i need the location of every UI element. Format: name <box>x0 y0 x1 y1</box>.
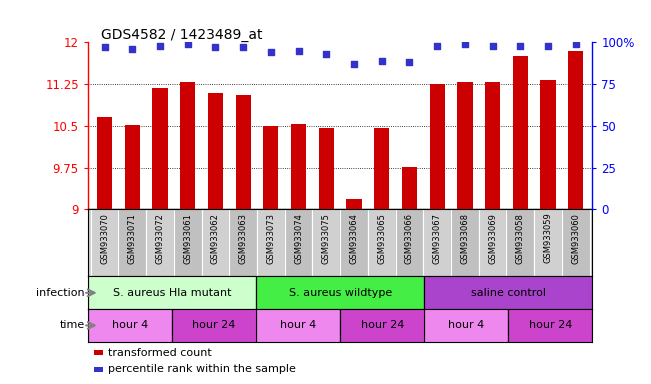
Text: hour 24: hour 24 <box>529 320 572 331</box>
Bar <box>172 309 256 342</box>
Bar <box>174 209 202 276</box>
Text: hour 4: hour 4 <box>280 320 316 331</box>
Bar <box>424 276 592 309</box>
Bar <box>346 199 362 209</box>
Bar <box>263 126 279 209</box>
Bar <box>540 80 556 209</box>
Text: GSM933060: GSM933060 <box>572 213 580 263</box>
Bar <box>402 167 417 209</box>
Text: percentile rank within the sample: percentile rank within the sample <box>108 364 296 374</box>
Bar <box>451 209 478 276</box>
Point <box>294 48 304 54</box>
Point <box>266 49 276 55</box>
Bar <box>508 309 592 342</box>
Point <box>127 46 137 52</box>
Point <box>210 44 221 50</box>
Bar <box>202 209 229 276</box>
Point <box>155 43 165 49</box>
Text: GSM933070: GSM933070 <box>100 213 109 263</box>
Point <box>238 44 248 50</box>
Bar <box>513 56 528 209</box>
Point <box>404 59 415 65</box>
Text: GSM933063: GSM933063 <box>239 213 247 264</box>
Bar <box>457 82 473 209</box>
Point <box>488 43 498 49</box>
Bar <box>291 124 306 209</box>
Bar <box>562 209 590 276</box>
Point <box>543 43 553 49</box>
Point <box>182 41 193 47</box>
Text: hour 24: hour 24 <box>192 320 236 331</box>
Bar <box>88 309 172 342</box>
Bar <box>318 128 334 209</box>
Text: S. aureus wildtype: S. aureus wildtype <box>288 288 392 298</box>
Bar <box>485 82 500 209</box>
Bar <box>90 209 118 276</box>
Bar <box>430 84 445 209</box>
Text: GSM933075: GSM933075 <box>322 213 331 263</box>
Text: GSM933072: GSM933072 <box>156 213 165 263</box>
Text: GSM933058: GSM933058 <box>516 213 525 263</box>
Point <box>432 43 443 49</box>
Text: time: time <box>59 320 85 331</box>
Bar <box>152 88 167 209</box>
Bar <box>229 209 257 276</box>
Text: GSM933064: GSM933064 <box>350 213 359 263</box>
Text: hour 4: hour 4 <box>112 320 148 331</box>
Text: S. aureus Hla mutant: S. aureus Hla mutant <box>113 288 231 298</box>
Text: GSM933069: GSM933069 <box>488 213 497 263</box>
Text: GSM933059: GSM933059 <box>544 213 553 263</box>
Point <box>460 41 470 47</box>
Text: hour 4: hour 4 <box>448 320 484 331</box>
Text: hour 24: hour 24 <box>361 320 404 331</box>
Text: GSM933068: GSM933068 <box>460 213 469 264</box>
Bar <box>423 209 451 276</box>
Bar <box>146 209 174 276</box>
Point <box>570 41 581 47</box>
Text: GSM933061: GSM933061 <box>183 213 192 263</box>
Point <box>515 43 525 49</box>
Bar <box>478 209 506 276</box>
Bar <box>312 209 340 276</box>
Point <box>349 61 359 67</box>
Point <box>321 51 331 57</box>
Bar <box>284 209 312 276</box>
Text: saline control: saline control <box>471 288 546 298</box>
Bar <box>208 93 223 209</box>
Text: infection: infection <box>36 288 85 298</box>
Text: GDS4582 / 1423489_at: GDS4582 / 1423489_at <box>101 28 262 42</box>
Bar <box>396 209 423 276</box>
Bar <box>506 209 534 276</box>
Bar <box>180 82 195 209</box>
Text: GSM933066: GSM933066 <box>405 213 414 264</box>
Bar <box>368 209 396 276</box>
Bar <box>256 309 340 342</box>
Text: transformed count: transformed count <box>108 348 212 358</box>
Bar <box>534 209 562 276</box>
Bar <box>118 209 146 276</box>
Bar <box>124 125 140 209</box>
Bar <box>236 94 251 209</box>
Bar <box>340 209 368 276</box>
Bar <box>257 209 284 276</box>
Bar <box>374 128 389 209</box>
Bar <box>340 309 424 342</box>
Bar <box>88 276 256 309</box>
Point <box>376 58 387 64</box>
Bar <box>568 51 583 209</box>
Text: GSM933062: GSM933062 <box>211 213 220 263</box>
Text: GSM933065: GSM933065 <box>377 213 386 263</box>
Text: GSM933074: GSM933074 <box>294 213 303 263</box>
Text: GSM933067: GSM933067 <box>433 213 441 264</box>
Bar <box>424 309 508 342</box>
Bar <box>97 118 112 209</box>
Point <box>100 44 110 50</box>
Bar <box>256 276 424 309</box>
Text: GSM933071: GSM933071 <box>128 213 137 263</box>
Text: GSM933073: GSM933073 <box>266 213 275 264</box>
